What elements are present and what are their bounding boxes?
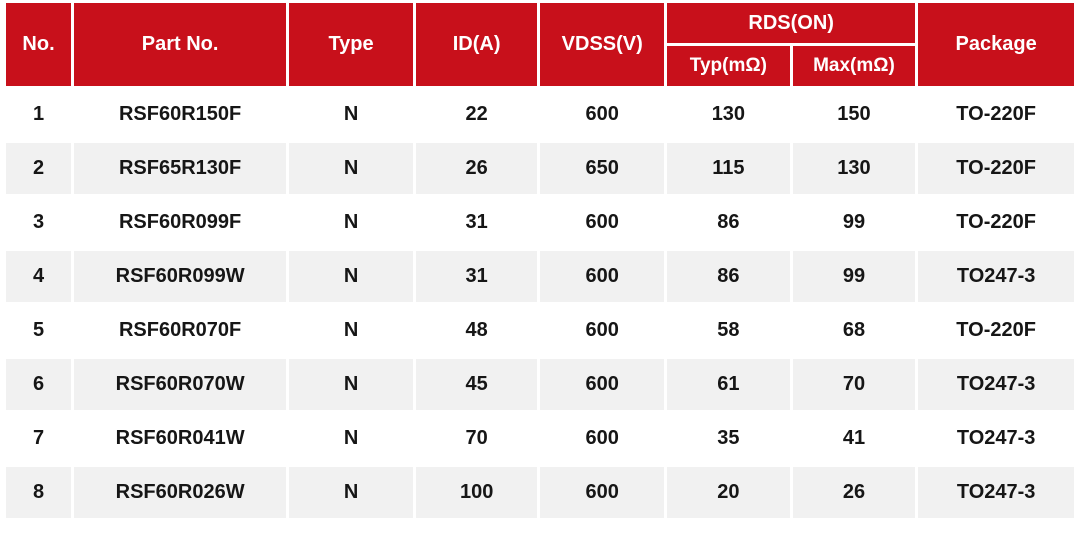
cell-vdss: 600 <box>540 467 665 518</box>
cell-vdss: 600 <box>540 89 665 140</box>
cell-max: 130 <box>792 143 916 194</box>
cell-id: 26 <box>415 143 538 194</box>
cell-id: 48 <box>415 305 538 356</box>
cell-typ: 20 <box>667 467 790 518</box>
cell-part: RSF60R070W <box>74 359 287 410</box>
table-header: No. Part No. Type ID(A) VDSS(V) RDS(ON) … <box>6 3 1074 86</box>
cell-vdss: 600 <box>540 197 665 248</box>
header-row-main: No. Part No. Type ID(A) VDSS(V) RDS(ON) … <box>6 3 1074 86</box>
cell-type: N <box>289 467 413 518</box>
cell-id: 45 <box>415 359 538 410</box>
cell-pkg: TO-220F <box>918 143 1074 194</box>
cell-max: 99 <box>792 251 916 302</box>
cell-vdss: 600 <box>540 305 665 356</box>
cell-typ: 35 <box>667 413 790 464</box>
cell-pkg: TO247-3 <box>918 251 1074 302</box>
table-row: 4 RSF60R099W N 31 600 86 99 TO247-3 <box>6 251 1074 302</box>
cell-no: 6 <box>6 359 72 410</box>
cell-no: 7 <box>6 413 72 464</box>
cell-type: N <box>289 197 413 248</box>
cell-typ: 86 <box>667 251 790 302</box>
mosfet-spec-table: No. Part No. Type ID(A) VDSS(V) RDS(ON) … <box>3 0 1077 521</box>
cell-pkg: TO247-3 <box>918 413 1074 464</box>
table-row: 5 RSF60R070F N 48 600 58 68 TO-220F <box>6 305 1074 356</box>
cell-no: 3 <box>6 197 72 248</box>
header-row-sub: Typ(mΩ) Max(mΩ) <box>6 46 1074 86</box>
cell-typ: 86 <box>667 197 790 248</box>
cell-max: 99 <box>792 197 916 248</box>
cell-max: 26 <box>792 467 916 518</box>
cell-id: 31 <box>415 251 538 302</box>
col-header-vdss: VDSS(V) <box>540 3 665 86</box>
cell-id: 31 <box>415 197 538 248</box>
cell-pkg: TO-220F <box>918 197 1074 248</box>
col-header-rds-on: RDS(ON) <box>667 3 916 43</box>
cell-type: N <box>289 413 413 464</box>
col-header-id: ID(A) <box>415 3 538 86</box>
table-row: 3 RSF60R099F N 31 600 86 99 TO-220F <box>6 197 1074 248</box>
cell-vdss: 600 <box>540 413 665 464</box>
table-row: 1 RSF60R150F N 22 600 130 150 TO-220F <box>6 89 1074 140</box>
cell-typ: 61 <box>667 359 790 410</box>
cell-max: 41 <box>792 413 916 464</box>
cell-type: N <box>289 89 413 140</box>
cell-type: N <box>289 251 413 302</box>
cell-typ: 115 <box>667 143 790 194</box>
cell-part: RSF60R070F <box>74 305 287 356</box>
cell-no: 2 <box>6 143 72 194</box>
cell-no: 8 <box>6 467 72 518</box>
cell-pkg: TO247-3 <box>918 359 1074 410</box>
cell-pkg: TO247-3 <box>918 467 1074 518</box>
cell-part: RSF60R150F <box>74 89 287 140</box>
cell-max: 70 <box>792 359 916 410</box>
cell-vdss: 650 <box>540 143 665 194</box>
cell-type: N <box>289 359 413 410</box>
cell-max: 150 <box>792 89 916 140</box>
cell-pkg: TO-220F <box>918 89 1074 140</box>
cell-typ: 130 <box>667 89 790 140</box>
cell-part: RSF60R099F <box>74 197 287 248</box>
cell-part: RSF60R041W <box>74 413 287 464</box>
cell-no: 4 <box>6 251 72 302</box>
cell-part: RSF60R026W <box>74 467 287 518</box>
col-header-package: Package <box>918 3 1074 86</box>
col-header-type: Type <box>289 3 413 86</box>
cell-type: N <box>289 305 413 356</box>
cell-vdss: 600 <box>540 251 665 302</box>
cell-pkg: TO-220F <box>918 305 1074 356</box>
col-header-rds-max: Max(mΩ) <box>792 46 916 86</box>
table-row: 7 RSF60R041W N 70 600 35 41 TO247-3 <box>6 413 1074 464</box>
cell-part: RSF60R099W <box>74 251 287 302</box>
col-header-rds-typ: Typ(mΩ) <box>667 46 790 86</box>
col-header-no: No. <box>6 3 72 86</box>
cell-no: 5 <box>6 305 72 356</box>
cell-type: N <box>289 143 413 194</box>
cell-typ: 58 <box>667 305 790 356</box>
cell-vdss: 600 <box>540 359 665 410</box>
cell-part: RSF65R130F <box>74 143 287 194</box>
table-row: 8 RSF60R026W N 100 600 20 26 TO247-3 <box>6 467 1074 518</box>
table-row: 6 RSF60R070W N 45 600 61 70 TO247-3 <box>6 359 1074 410</box>
cell-no: 1 <box>6 89 72 140</box>
cell-id: 22 <box>415 89 538 140</box>
cell-id: 70 <box>415 413 538 464</box>
col-header-part-no: Part No. <box>74 3 287 86</box>
cell-id: 100 <box>415 467 538 518</box>
table-body: 1 RSF60R150F N 22 600 130 150 TO-220F 2 RSF65R130… <box>6 89 1074 518</box>
table-row: 2 RSF65R130F N 26 650 115 130 TO-220F <box>6 143 1074 194</box>
cell-max: 68 <box>792 305 916 356</box>
